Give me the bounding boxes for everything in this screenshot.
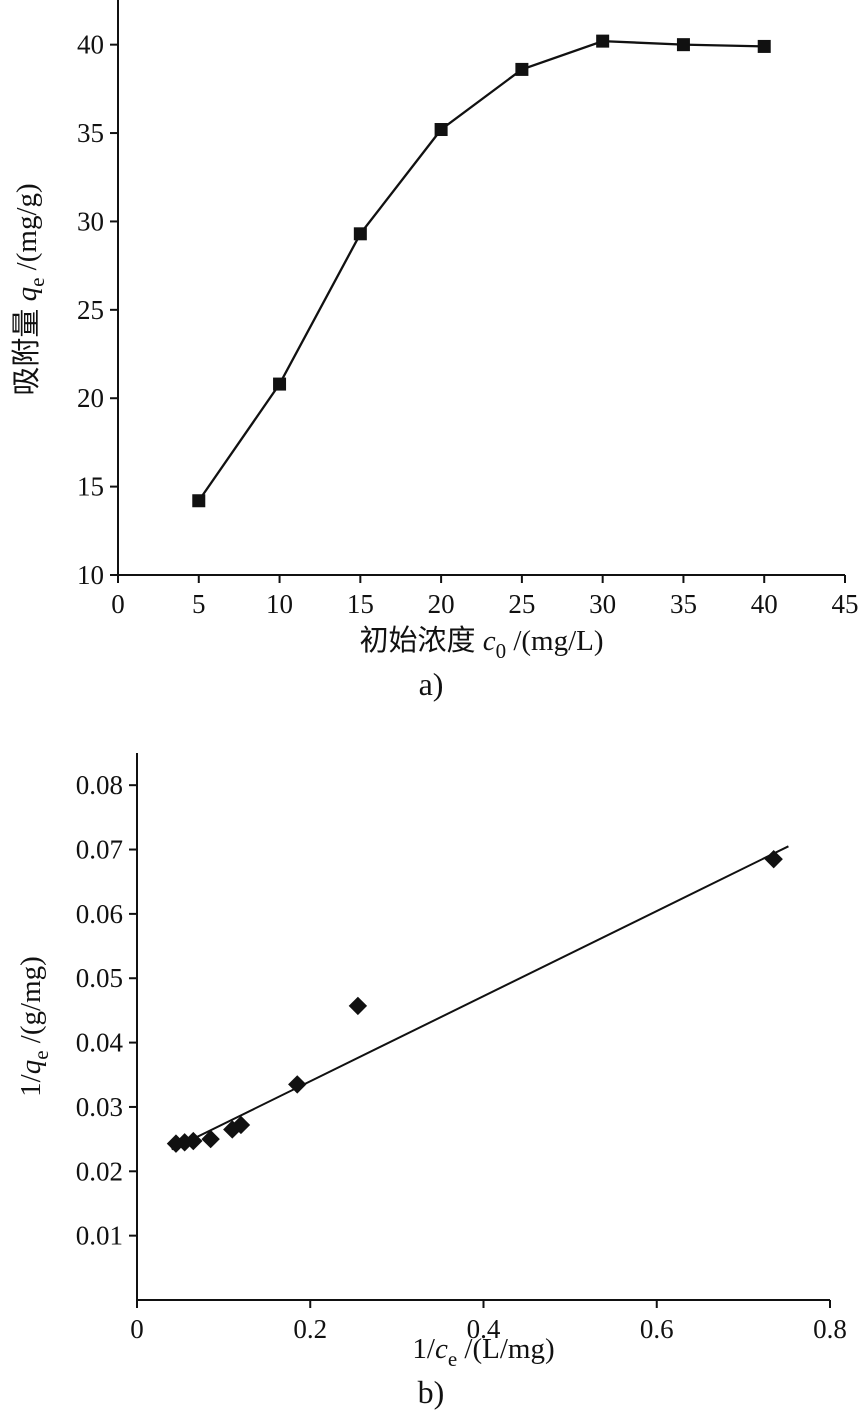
x-tick-label: 30 (589, 589, 616, 619)
y-tick-label: 35 (77, 118, 104, 148)
data-line (197, 39, 765, 502)
data-point (596, 34, 610, 48)
y-tick-label: 0.01 (76, 1221, 123, 1251)
data-point (273, 377, 287, 391)
y-tick-label: 20 (77, 383, 104, 413)
x-tick-label: 10 (266, 589, 293, 619)
x-tick-label: 45 (832, 589, 859, 619)
x-tick-label: 35 (670, 589, 697, 619)
x-tick-label: 5 (192, 589, 206, 619)
data-point (757, 39, 771, 53)
x-tick-label: 0 (130, 1314, 144, 1344)
x-tick-label: 15 (347, 589, 374, 619)
chart-b-caption: b) (417, 1374, 445, 1410)
y-tick-label: 0.02 (76, 1156, 123, 1186)
chart-a: 0 5 10 15 20 25 30 35 40 45 10 15 20 25 30 35 40 初始浓度 c0 … (0, 0, 862, 710)
data-point (764, 849, 783, 869)
y-tick-label: 0.05 (76, 963, 123, 993)
x-tick-label: 40 (751, 589, 778, 619)
x-tick-label: 0.6 (640, 1314, 674, 1344)
data-point (676, 38, 690, 52)
x-axis-label: 1/ce /(L/mg) (412, 1333, 554, 1370)
y-axis-label: 吸附量 qe /(mg/g) (10, 183, 49, 395)
y-tick-label: 0.07 (76, 835, 123, 865)
fit-line (171, 845, 789, 1151)
y-tick-label: 30 (77, 206, 104, 236)
data-point (192, 494, 206, 508)
y-tick-label: 15 (77, 472, 104, 502)
chart-b-canvas: 0 0.2 0.4 0.6 0.8 0.01 0.02 0.03 0.04 0.05 0.06 0.0… (0, 710, 862, 1370)
y-tick-label: 0.04 (76, 1028, 124, 1058)
x-tick-label: 25 (508, 589, 535, 619)
y-tick-label: 40 (77, 30, 104, 60)
x-tick-label: 0.4 (467, 1314, 501, 1344)
data-point (515, 62, 529, 76)
x-tick-label: 0.8 (813, 1314, 847, 1344)
chart-a-caption: a) (418, 666, 444, 702)
chart-b: 0 0.2 0.4 0.6 0.8 0.01 0.02 0.03 0.04 0.05 0.06 0.0… (0, 710, 862, 1418)
x-axis-label: 初始浓度 c0 /(mg/L) (359, 624, 603, 662)
y-tick-label: 0.03 (76, 1092, 123, 1122)
x-tick-label: 0 (111, 589, 125, 619)
x-tick-label: 0.2 (293, 1314, 327, 1344)
y-tick-label: 0.06 (76, 899, 123, 929)
data-point (434, 123, 448, 137)
y-tick-label: 0.08 (76, 770, 123, 800)
chart-a-canvas: 0 5 10 15 20 25 30 35 40 45 10 15 20 25 30 35 40 初始浓度 c0 … (0, 0, 862, 662)
x-tick-label: 20 (428, 589, 455, 619)
data-point (353, 227, 367, 241)
y-tick-label: 10 (77, 560, 104, 590)
y-tick-label: 25 (77, 295, 104, 325)
y-axis-label: 1/qe /(g/mg) (15, 956, 53, 1097)
data-point (348, 996, 368, 1016)
